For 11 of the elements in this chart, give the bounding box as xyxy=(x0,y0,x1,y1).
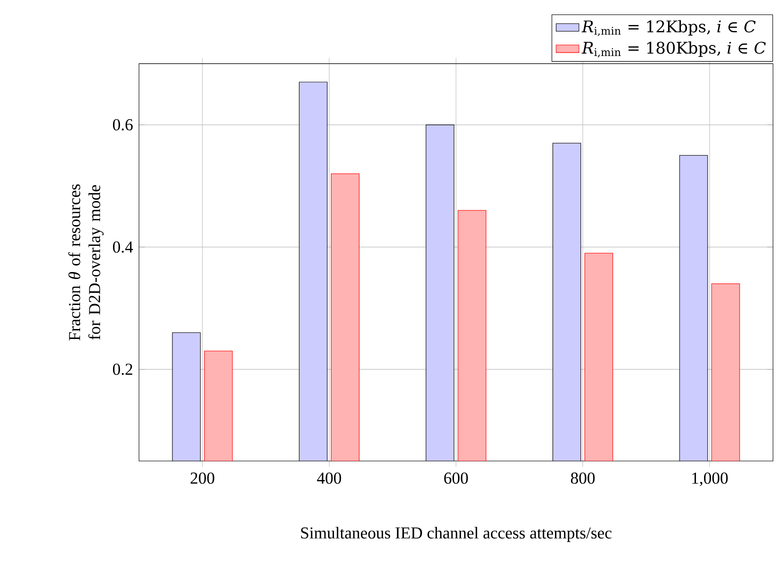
y-tick-label: 0.6 xyxy=(112,119,133,130)
x-tick-label: 400 xyxy=(317,472,342,484)
x-axis-title: Simultaneous IED channel access attempts/sec xyxy=(301,526,612,542)
y-tick-label: 0.4 xyxy=(112,241,133,253)
x-tick-label: 200 xyxy=(190,472,214,484)
x-tick-label: 800 xyxy=(570,472,595,484)
legend-label: R$_{i,min}$ = 12Kbps, i ∈ C xyxy=(582,20,756,36)
x-tick-label: 1,000 xyxy=(692,472,728,486)
x-tick-label: 600 xyxy=(444,472,468,484)
y-tick-label: 0.2 xyxy=(112,364,132,375)
legend-label: R$_{i,min}$ = 180Kbps, i ∈ C xyxy=(582,41,766,58)
